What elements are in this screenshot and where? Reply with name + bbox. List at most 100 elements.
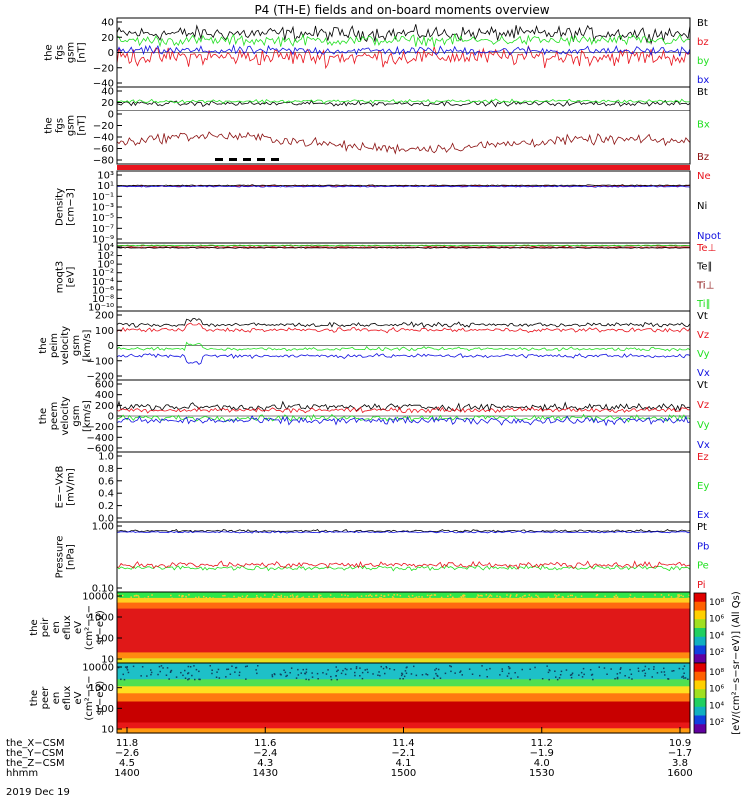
heatmap-band <box>117 657 690 659</box>
heatmap-speckle <box>126 666 128 668</box>
heatmap-speckle <box>561 596 564 598</box>
colorbar-band <box>694 607 706 610</box>
heatmap-speckle <box>454 672 456 674</box>
heatmap-speckle <box>330 598 332 600</box>
heatmap-speckle <box>464 597 466 599</box>
colorbar-band <box>694 689 706 692</box>
heatmap-speckle <box>355 666 358 668</box>
heatmap-speckle <box>517 598 520 600</box>
heatmap-speckle <box>546 665 548 667</box>
heatmap-speckle <box>205 597 208 600</box>
legend-vt: Vt <box>697 311 708 322</box>
heatmap-speckle <box>369 594 371 596</box>
heatmap-speckle <box>620 667 622 669</box>
heatmap-speckle <box>241 595 244 598</box>
y-axis-label-line: fgs <box>55 45 66 60</box>
heatmap-speckle <box>559 598 562 601</box>
heatmap-speckle <box>191 674 193 677</box>
colorbar-band <box>694 601 706 604</box>
heatmap-speckle <box>598 666 600 668</box>
heatmap-speckle <box>314 598 317 600</box>
heatmap-speckle <box>435 667 438 670</box>
heatmap-speckle <box>361 677 364 680</box>
heatmap-band <box>117 606 690 608</box>
heatmap-speckle <box>124 666 127 668</box>
heatmap-band <box>117 712 690 714</box>
heatmap-speckle <box>437 668 440 671</box>
heatmap-speckle <box>595 594 598 597</box>
x-axis-value: 3.8 <box>672 758 688 769</box>
heatmap-speckle <box>421 596 423 598</box>
heatmap-speckle <box>185 597 187 600</box>
panel-7: 1.00.80.6 0.40.2 0.0 E=−VxB [mV/m] Ez Ey Ex <box>55 451 709 525</box>
heatmap-band <box>117 620 690 623</box>
heatmap-speckle <box>140 675 142 677</box>
y-axis-label-line: sr−eV) <box>95 681 106 716</box>
heatmap-band <box>117 609 690 612</box>
x-axis-row: the_Z−CSM 4.5 4.3 4.1 4.0 3.8 <box>6 758 688 769</box>
heatmap-speckle <box>396 594 399 596</box>
heatmap-band <box>117 599 690 601</box>
heatmap-speckle <box>177 598 180 600</box>
series-te∥-line <box>116 246 690 249</box>
y-axis-label-line: the <box>29 690 40 706</box>
heatmap-band <box>117 679 690 682</box>
heatmap-speckle <box>409 598 411 601</box>
x-axis-row: hhmm 1400 1430 1500 1530 1600 <box>6 768 693 779</box>
panel-1: 40 20 0 −20 −40 the fgs gsm [nT] Bt bz by bx <box>44 17 709 90</box>
heatmap-speckle <box>584 598 586 600</box>
heatmap-speckle <box>653 666 655 668</box>
heatmap-speckle <box>305 678 307 681</box>
heatmap-speckle <box>506 675 509 677</box>
y-axis-label-line: the <box>38 408 49 424</box>
y-tick-label: 10000 <box>82 663 114 674</box>
heatmap-speckle <box>505 597 508 599</box>
series-vy-line <box>116 341 691 352</box>
heatmap-band <box>117 615 690 618</box>
heatmap-speckle <box>325 673 328 675</box>
series-vt-line <box>116 317 691 329</box>
heatmap-speckle <box>530 596 533 598</box>
heatmap-speckle <box>510 677 512 680</box>
colorbars: 10⁸ 10⁶ 10⁴ 10² 10⁸ 10⁶ 10⁴ 10² <box>693 592 724 734</box>
colorbar-tick-label: 10⁶ <box>709 685 724 695</box>
heatmap-band <box>117 670 690 672</box>
heatmap-speckle <box>203 595 205 598</box>
heatmap-speckle <box>195 668 198 671</box>
heatmap-speckle <box>120 678 122 681</box>
series-pt-line <box>116 528 691 533</box>
heatmap-band <box>117 671 690 673</box>
heatmap-speckle <box>490 595 493 597</box>
heatmap-speckle <box>682 675 684 677</box>
heatmap-speckle <box>194 678 196 681</box>
heatmap-speckle <box>354 671 356 674</box>
heatmap-speckle <box>447 595 449 597</box>
heatmap-speckle <box>365 595 367 597</box>
heatmap-band <box>117 635 690 638</box>
y-tick-label: 1000 <box>89 683 114 694</box>
heatmap-speckle <box>278 596 281 598</box>
heatmap-speckle <box>537 597 540 599</box>
heatmap-speckle <box>239 597 241 599</box>
heatmap-speckle <box>216 671 218 673</box>
y-axis-label-line: eflux <box>62 615 73 640</box>
y-tick-label: 10 <box>101 725 114 736</box>
heatmap-speckle <box>133 595 136 597</box>
y-axis-label-line: eV <box>73 691 84 704</box>
colorbar-band <box>694 698 706 701</box>
x-axis-value: −2.4 <box>253 748 277 759</box>
heatmap-speckle <box>414 598 416 600</box>
heatmap-speckle <box>280 596 282 598</box>
heatmap-speckle <box>580 671 583 674</box>
heatmap-band <box>117 594 690 597</box>
heatmap-speckle <box>117 594 120 596</box>
heatmap-speckle <box>682 668 684 670</box>
heatmap-speckle <box>321 598 323 600</box>
heatmap-speckle <box>569 674 572 676</box>
x-axis-value: 4.5 <box>119 758 135 769</box>
y-tick-label: 0.2 <box>98 501 114 512</box>
colorbar-band <box>694 649 706 652</box>
heatmap-speckle <box>644 675 646 677</box>
heatmap-band <box>117 664 690 666</box>
